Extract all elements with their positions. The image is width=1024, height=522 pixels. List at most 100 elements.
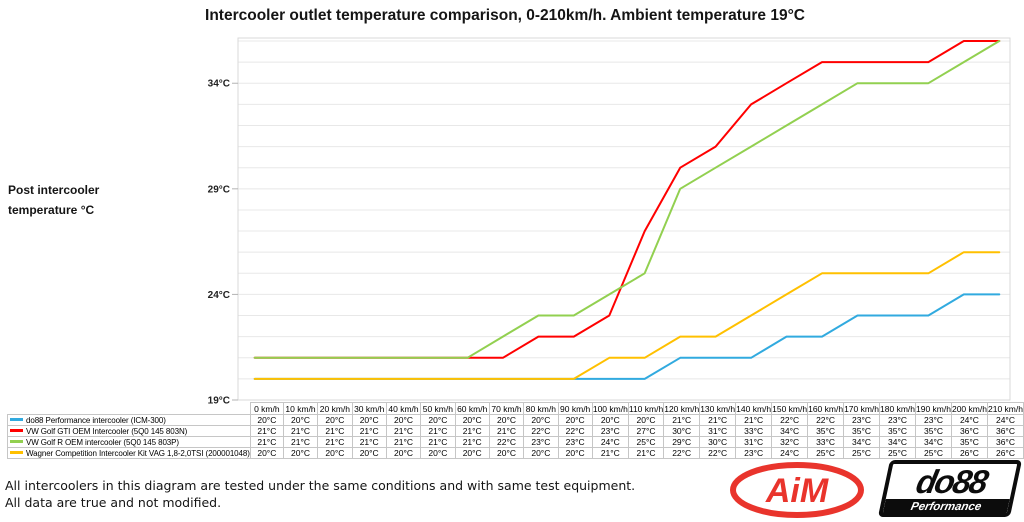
- temperature-cell: 25°C: [627, 436, 665, 448]
- temperature-cell: 35°C: [807, 425, 845, 437]
- temperature-cell: 23°C: [915, 414, 952, 426]
- legend-series-name: VW Golf R OEM intercooler (5Q0 145 803P): [26, 437, 179, 447]
- temperature-cell: 35°C: [879, 425, 916, 437]
- temperature-cell: 25°C: [915, 447, 952, 459]
- temperature-cell: 26°C: [986, 447, 1024, 459]
- table-header-blank: [8, 403, 251, 415]
- speed-column-header: 30 km/h: [351, 402, 387, 415]
- temperature-cell: 22°C: [663, 447, 701, 459]
- temperature-cell: 22°C: [523, 425, 559, 437]
- legend-series-name: Wagner Competition Intercooler Kit VAG 1…: [26, 448, 250, 458]
- temperature-cell: 21°C: [317, 425, 353, 437]
- do88-logo-subtext: Performance: [882, 499, 1010, 514]
- temperature-cell: 34°C: [915, 436, 952, 448]
- temperature-cell: 20°C: [523, 447, 559, 459]
- speed-column-header: 140 km/h: [735, 402, 773, 415]
- temperature-cell: 22°C: [488, 436, 525, 448]
- temperature-cell: 21°C: [385, 436, 422, 448]
- table-header-row: 0 km/h 10 km/h 20 km/h 30 km/h 40 km/h 50 km/…: [8, 402, 1024, 415]
- speed-column-header: 130 km/h: [699, 402, 737, 415]
- speed-column-header: 60 km/h: [454, 402, 490, 415]
- temperature-cell: 20°C: [627, 414, 665, 426]
- temperature-cell: 21°C: [385, 425, 422, 437]
- legend-line-swatch: [10, 440, 23, 443]
- temperature-cell: 24°C: [950, 414, 988, 426]
- temperature-cell: 32°C: [771, 436, 809, 448]
- temperature-cell: 20°C: [454, 414, 490, 426]
- y-axis-label-line2: temperature °C: [8, 203, 95, 217]
- speed-column-header: 100 km/h: [591, 402, 629, 415]
- temperature-cell: 30°C: [663, 425, 701, 437]
- temperature-cell: 33°C: [735, 425, 773, 437]
- legend-series-name: VW Golf GTI OEM Intercooler (5Q0 145 803…: [26, 426, 188, 436]
- y-axis-label: Post intercooler temperature °C: [8, 180, 99, 220]
- temperature-cell: 35°C: [843, 425, 881, 437]
- temperature-cell: 21°C: [317, 436, 353, 448]
- speed-column-header: 190 km/h: [915, 402, 952, 415]
- temperature-cell: 20°C: [351, 414, 387, 426]
- temperature-cell: 20°C: [454, 447, 490, 459]
- speed-column-header: 10 km/h: [282, 402, 319, 415]
- speed-column-header: 50 km/h: [420, 402, 456, 415]
- temperature-cell: 20°C: [488, 447, 525, 459]
- legend-line-swatch: [10, 451, 23, 454]
- temperature-cell: 25°C: [879, 447, 916, 459]
- temperature-cell: 21°C: [351, 436, 387, 448]
- table-row: VW Golf GTI OEM Intercooler (5Q0 145 803…: [7, 425, 1024, 437]
- do88-logo-text: do88: [913, 463, 990, 500]
- series-line: [253, 40, 1001, 359]
- temperature-cell: 21°C: [454, 436, 490, 448]
- legend-line-swatch: [10, 429, 23, 432]
- temperature-line-chart: 34°C 29°C 24°C 19°C: [208, 37, 1011, 407]
- temperature-cell: 33°C: [807, 436, 845, 448]
- speed-column-header: 80 km/h: [523, 402, 559, 415]
- temperature-cell: 30°C: [699, 436, 737, 448]
- temperature-cell: 20°C: [249, 414, 284, 426]
- temperature-cell: 21°C: [735, 414, 773, 426]
- temperature-cell: 25°C: [807, 447, 845, 459]
- temperature-cell: 21°C: [420, 436, 456, 448]
- footer-note-line2: All data are true and not modified.: [5, 495, 222, 510]
- temperature-cell: 20°C: [591, 414, 629, 426]
- series-line: [253, 251, 1001, 380]
- speed-column-header: 200 km/h: [950, 402, 988, 415]
- temperature-cell: 20°C: [420, 447, 456, 459]
- speed-column-header: 150 km/h: [771, 402, 809, 415]
- speed-column-header: 120 km/h: [663, 402, 701, 415]
- speed-column-header: 20 km/h: [317, 402, 353, 415]
- table-row: VW Golf R OEM intercooler (5Q0 145 803P)…: [7, 436, 1024, 448]
- temperature-cell: 20°C: [282, 447, 319, 459]
- temperature-cell: 20°C: [351, 447, 387, 459]
- speed-column-header: 90 km/h: [557, 402, 593, 415]
- speed-column-header: 210 km/h: [986, 402, 1024, 415]
- temperature-cell: 20°C: [488, 414, 525, 426]
- legend-cell: VW Golf GTI OEM Intercooler (5Q0 145 803…: [7, 425, 251, 437]
- y-tick-label: 24°C: [208, 290, 230, 301]
- temperature-cell: 20°C: [282, 414, 319, 426]
- temperature-cell: 26°C: [950, 447, 988, 459]
- temperature-cell: 20°C: [317, 447, 353, 459]
- temperature-cell: 36°C: [986, 436, 1024, 448]
- temperature-cell: 23°C: [523, 436, 559, 448]
- temperature-cell: 23°C: [591, 425, 629, 437]
- temperature-cell: 21°C: [249, 425, 284, 437]
- aim-logo-ellipse: [730, 462, 864, 518]
- plot-frame: [237, 37, 1011, 401]
- temperature-cell: 20°C: [420, 414, 456, 426]
- temperature-cell: 21°C: [282, 436, 319, 448]
- do88-logo: do88 Performance: [877, 460, 1023, 517]
- y-tick-label: 29°C: [208, 184, 230, 195]
- temperature-cell: 21°C: [420, 425, 456, 437]
- speed-column-header: 70 km/h: [488, 402, 525, 415]
- speed-column-header: 40 km/h: [385, 402, 422, 415]
- temperature-cell: 35°C: [950, 436, 988, 448]
- temperature-cell: 36°C: [950, 425, 988, 437]
- temperature-cell: 22°C: [699, 447, 737, 459]
- temperature-cell: 34°C: [879, 436, 916, 448]
- temperature-cell: 35°C: [915, 425, 952, 437]
- legend-series-name: do88 Performance intercooler (ICM-300): [26, 415, 166, 425]
- legend-line-swatch: [10, 418, 23, 421]
- temperature-cell: 29°C: [663, 436, 701, 448]
- temperature-cell: 21°C: [627, 447, 665, 459]
